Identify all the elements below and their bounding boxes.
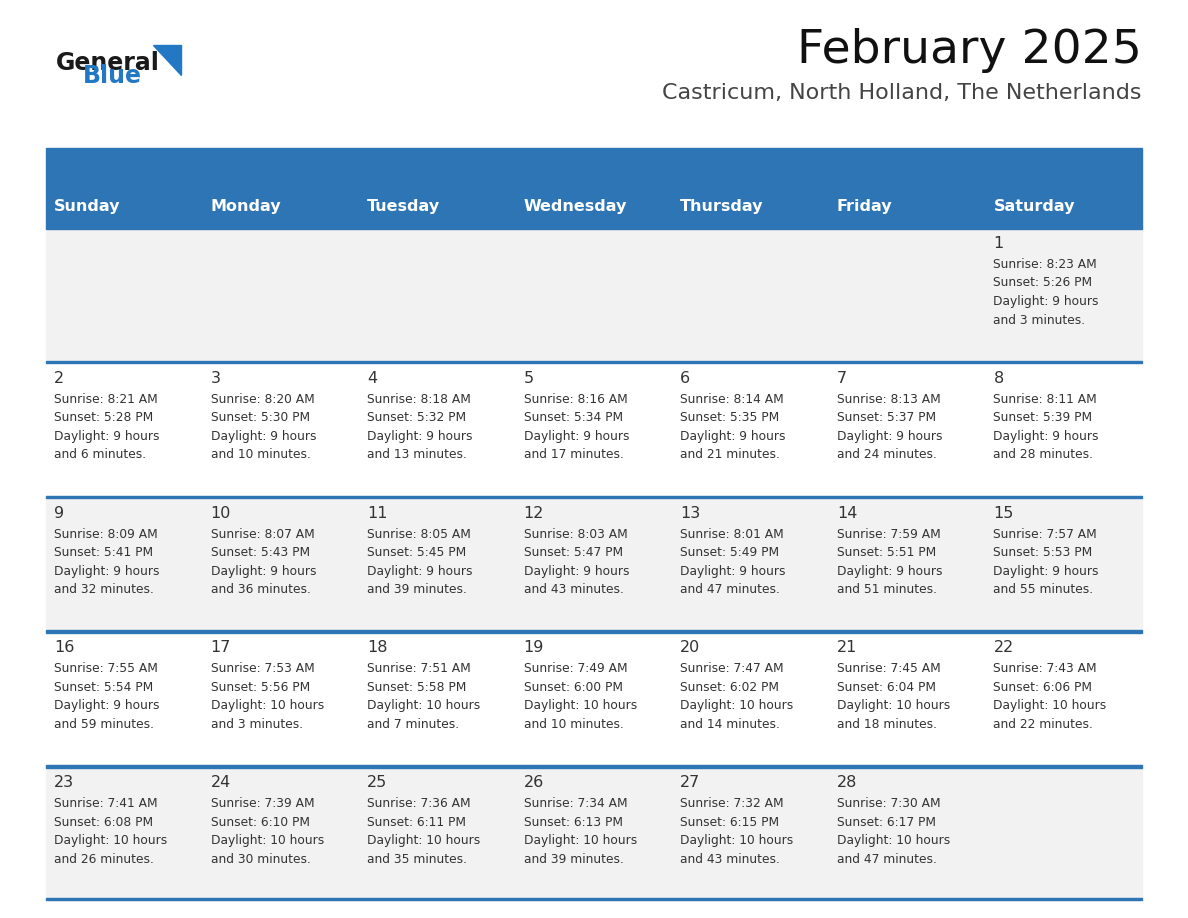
Text: Sunrise: 7:43 AM
Sunset: 6:06 PM
Daylight: 10 hours
and 22 minutes.: Sunrise: 7:43 AM Sunset: 6:06 PM Dayligh… (993, 663, 1107, 731)
Text: 17: 17 (210, 641, 230, 655)
Text: Sunrise: 7:59 AM
Sunset: 5:51 PM
Daylight: 9 hours
and 51 minutes.: Sunrise: 7:59 AM Sunset: 5:51 PM Dayligh… (836, 528, 942, 596)
Bar (46, 898, 1142, 900)
Text: Sunrise: 8:03 AM
Sunset: 5:47 PM
Daylight: 9 hours
and 43 minutes.: Sunrise: 8:03 AM Sunset: 5:47 PM Dayligh… (524, 528, 630, 596)
Text: Sunrise: 7:51 AM
Sunset: 5:58 PM
Daylight: 10 hours
and 7 minutes.: Sunrise: 7:51 AM Sunset: 5:58 PM Dayligh… (367, 663, 480, 731)
Bar (46, 361, 1142, 364)
Text: 8: 8 (993, 371, 1004, 386)
Text: 14: 14 (836, 506, 858, 521)
Text: Sunrise: 7:36 AM
Sunset: 6:11 PM
Daylight: 10 hours
and 35 minutes.: Sunrise: 7:36 AM Sunset: 6:11 PM Dayligh… (367, 797, 480, 866)
Text: Sunrise: 7:57 AM
Sunset: 5:53 PM
Daylight: 9 hours
and 55 minutes.: Sunrise: 7:57 AM Sunset: 5:53 PM Dayligh… (993, 528, 1099, 596)
Text: Saturday: Saturday (993, 198, 1075, 214)
Bar (46, 631, 1142, 766)
Text: Sunrise: 8:07 AM
Sunset: 5:43 PM
Daylight: 9 hours
and 36 minutes.: Sunrise: 8:07 AM Sunset: 5:43 PM Dayligh… (210, 528, 316, 596)
Text: Sunrise: 8:13 AM
Sunset: 5:37 PM
Daylight: 9 hours
and 24 minutes.: Sunrise: 8:13 AM Sunset: 5:37 PM Dayligh… (836, 393, 942, 462)
Text: 2: 2 (53, 371, 64, 386)
Text: Friday: Friday (836, 198, 892, 214)
Bar (46, 766, 1142, 900)
Text: Sunrise: 7:41 AM
Sunset: 6:08 PM
Daylight: 10 hours
and 26 minutes.: Sunrise: 7:41 AM Sunset: 6:08 PM Dayligh… (53, 797, 168, 866)
Text: Sunrise: 7:47 AM
Sunset: 6:02 PM
Daylight: 10 hours
and 14 minutes.: Sunrise: 7:47 AM Sunset: 6:02 PM Dayligh… (681, 663, 794, 731)
Text: 11: 11 (367, 506, 387, 521)
Text: Sunrise: 7:32 AM
Sunset: 6:15 PM
Daylight: 10 hours
and 43 minutes.: Sunrise: 7:32 AM Sunset: 6:15 PM Dayligh… (681, 797, 794, 866)
Text: 10: 10 (210, 506, 230, 521)
Text: Sunrise: 8:09 AM
Sunset: 5:41 PM
Daylight: 9 hours
and 32 minutes.: Sunrise: 8:09 AM Sunset: 5:41 PM Dayligh… (53, 528, 159, 596)
Text: 27: 27 (681, 775, 701, 790)
Text: Sunrise: 7:49 AM
Sunset: 6:00 PM
Daylight: 10 hours
and 10 minutes.: Sunrise: 7:49 AM Sunset: 6:00 PM Dayligh… (524, 663, 637, 731)
Text: Sunday: Sunday (53, 198, 120, 214)
Text: Wednesday: Wednesday (524, 198, 627, 214)
Text: Castricum, North Holland, The Netherlands: Castricum, North Holland, The Netherland… (663, 83, 1142, 103)
Bar (46, 496, 1142, 498)
Text: General: General (56, 51, 160, 75)
Text: Sunrise: 7:39 AM
Sunset: 6:10 PM
Daylight: 10 hours
and 30 minutes.: Sunrise: 7:39 AM Sunset: 6:10 PM Dayligh… (210, 797, 324, 866)
Text: Sunrise: 8:23 AM
Sunset: 5:26 PM
Daylight: 9 hours
and 3 minutes.: Sunrise: 8:23 AM Sunset: 5:26 PM Dayligh… (993, 258, 1099, 327)
Text: 7: 7 (836, 371, 847, 386)
Text: 16: 16 (53, 641, 75, 655)
Text: Sunrise: 8:18 AM
Sunset: 5:32 PM
Daylight: 9 hours
and 13 minutes.: Sunrise: 8:18 AM Sunset: 5:32 PM Dayligh… (367, 393, 473, 462)
Bar (46, 631, 1142, 633)
Bar (46, 766, 1142, 767)
Bar (46, 226, 1142, 361)
Text: 12: 12 (524, 506, 544, 521)
Bar (46, 361, 1142, 496)
Bar (46, 496, 1142, 631)
Text: 9: 9 (53, 506, 64, 521)
Text: 21: 21 (836, 641, 858, 655)
Text: 18: 18 (367, 641, 387, 655)
Text: 1: 1 (993, 236, 1004, 251)
Text: Sunrise: 7:55 AM
Sunset: 5:54 PM
Daylight: 9 hours
and 59 minutes.: Sunrise: 7:55 AM Sunset: 5:54 PM Dayligh… (53, 663, 159, 731)
Text: 3: 3 (210, 371, 221, 386)
Text: Sunrise: 8:20 AM
Sunset: 5:30 PM
Daylight: 9 hours
and 10 minutes.: Sunrise: 8:20 AM Sunset: 5:30 PM Dayligh… (210, 393, 316, 462)
Text: February 2025: February 2025 (797, 28, 1142, 73)
Text: Blue: Blue (83, 64, 141, 88)
Text: 13: 13 (681, 506, 701, 521)
Text: 26: 26 (524, 775, 544, 790)
Text: 28: 28 (836, 775, 858, 790)
Text: 24: 24 (210, 775, 230, 790)
Text: Sunrise: 8:01 AM
Sunset: 5:49 PM
Daylight: 9 hours
and 47 minutes.: Sunrise: 8:01 AM Sunset: 5:49 PM Dayligh… (681, 528, 785, 596)
Text: Sunrise: 7:45 AM
Sunset: 6:04 PM
Daylight: 10 hours
and 18 minutes.: Sunrise: 7:45 AM Sunset: 6:04 PM Dayligh… (836, 663, 950, 731)
Text: 19: 19 (524, 641, 544, 655)
Text: Sunrise: 8:21 AM
Sunset: 5:28 PM
Daylight: 9 hours
and 6 minutes.: Sunrise: 8:21 AM Sunset: 5:28 PM Dayligh… (53, 393, 159, 462)
Text: Thursday: Thursday (681, 198, 764, 214)
Bar (46, 148, 1142, 186)
Bar (46, 226, 1142, 229)
Text: 15: 15 (993, 506, 1013, 521)
Text: Sunrise: 7:53 AM
Sunset: 5:56 PM
Daylight: 10 hours
and 3 minutes.: Sunrise: 7:53 AM Sunset: 5:56 PM Dayligh… (210, 663, 324, 731)
Text: 20: 20 (681, 641, 701, 655)
Text: Tuesday: Tuesday (367, 198, 441, 214)
Polygon shape (153, 45, 181, 75)
Text: 22: 22 (993, 641, 1013, 655)
Text: 23: 23 (53, 775, 74, 790)
Text: Sunrise: 8:11 AM
Sunset: 5:39 PM
Daylight: 9 hours
and 28 minutes.: Sunrise: 8:11 AM Sunset: 5:39 PM Dayligh… (993, 393, 1099, 462)
Text: 6: 6 (681, 371, 690, 386)
Text: 5: 5 (524, 371, 533, 386)
Text: Monday: Monday (210, 198, 282, 214)
Text: 25: 25 (367, 775, 387, 790)
Bar (46, 186, 1142, 226)
Text: 4: 4 (367, 371, 378, 386)
Text: Sunrise: 8:16 AM
Sunset: 5:34 PM
Daylight: 9 hours
and 17 minutes.: Sunrise: 8:16 AM Sunset: 5:34 PM Dayligh… (524, 393, 630, 462)
Text: Sunrise: 8:05 AM
Sunset: 5:45 PM
Daylight: 9 hours
and 39 minutes.: Sunrise: 8:05 AM Sunset: 5:45 PM Dayligh… (367, 528, 473, 596)
Text: Sunrise: 7:30 AM
Sunset: 6:17 PM
Daylight: 10 hours
and 47 minutes.: Sunrise: 7:30 AM Sunset: 6:17 PM Dayligh… (836, 797, 950, 866)
Text: Sunrise: 7:34 AM
Sunset: 6:13 PM
Daylight: 10 hours
and 39 minutes.: Sunrise: 7:34 AM Sunset: 6:13 PM Dayligh… (524, 797, 637, 866)
Text: Sunrise: 8:14 AM
Sunset: 5:35 PM
Daylight: 9 hours
and 21 minutes.: Sunrise: 8:14 AM Sunset: 5:35 PM Dayligh… (681, 393, 785, 462)
